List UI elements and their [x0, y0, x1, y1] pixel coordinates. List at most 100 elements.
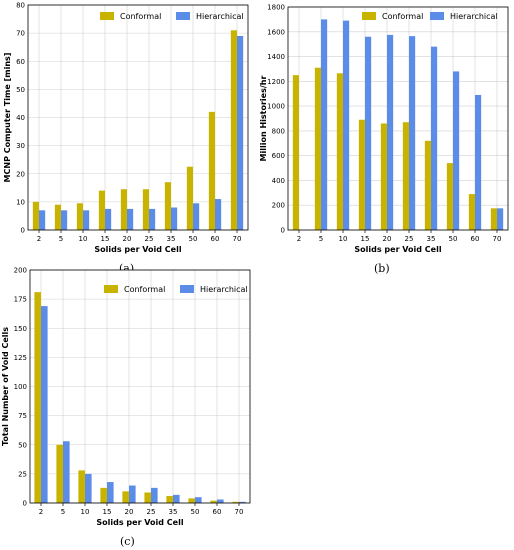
y-tick-label: 600 [272, 152, 285, 160]
bar-hierarchical-60 [215, 199, 222, 230]
y-tick-label: 0 [21, 227, 25, 235]
bar-conformal-15 [100, 487, 107, 503]
bar-conformal-10 [336, 73, 343, 231]
x-tick-label: 35 [169, 508, 178, 516]
bar-conformal-15 [358, 119, 365, 230]
y-tick-label: 150 [14, 325, 27, 333]
y-tick-label: 0 [281, 227, 285, 235]
x-tick-label: 50 [189, 235, 198, 243]
bar-hierarchical-5 [61, 210, 68, 230]
bar-hierarchical-10 [343, 20, 350, 230]
y-tick-label: 0 [23, 500, 27, 508]
bar-conformal-25 [402, 122, 409, 230]
bar-hierarchical-60 [217, 499, 224, 503]
x-tick-label: 2 [37, 235, 41, 243]
y-tick-label: 1800 [267, 4, 285, 12]
x-tick-label: 2 [297, 235, 301, 243]
x-tick-label: 60 [211, 235, 220, 243]
legend-swatch-hierarchical [180, 285, 194, 293]
y-tick-label: 50 [16, 86, 25, 94]
y-tick-label: 80 [16, 2, 25, 10]
bar-conformal-70 [232, 501, 239, 503]
bar-conformal-5 [314, 67, 321, 230]
bar-hierarchical-20 [129, 485, 136, 503]
x-tick-label: 5 [319, 235, 323, 243]
bar-conformal-35 [164, 182, 171, 230]
x-tick-label: 25 [405, 235, 414, 243]
y-tick-label: 1000 [267, 103, 285, 111]
bar-hierarchical-15 [105, 208, 112, 230]
bar-hierarchical-60 [475, 94, 482, 230]
bar-hierarchical-15 [365, 36, 372, 230]
y-tick-label: 50 [18, 441, 27, 449]
x-tick-label: 70 [233, 235, 242, 243]
x-tick-label: 25 [145, 235, 154, 243]
bar-hierarchical-35 [431, 46, 438, 231]
x-tick-label: 50 [191, 508, 200, 516]
caption-b: (b) [374, 262, 390, 275]
y-axis-label: Million Histories/hr [259, 76, 268, 162]
bar-conformal-2 [34, 292, 41, 503]
x-axis-label: Solids per Void Cell [96, 518, 183, 527]
y-axis-label: MCNP Computer Time [mins] [3, 53, 12, 183]
y-tick-label: 60 [16, 58, 25, 66]
y-tick-label: 1400 [267, 53, 285, 61]
x-tick-label: 60 [213, 508, 222, 516]
y-tick-label: 70 [16, 30, 25, 38]
bar-conformal-20 [120, 189, 127, 230]
bar-hierarchical-70 [237, 35, 244, 230]
x-axis-label: Solids per Void Cell [94, 245, 181, 254]
bar-conformal-50 [188, 498, 195, 503]
bar-conformal-25 [142, 189, 149, 230]
x-tick-label: 20 [383, 235, 392, 243]
x-tick-label: 15 [361, 235, 370, 243]
x-tick-label: 2 [39, 508, 43, 516]
bar-conformal-15 [98, 190, 105, 230]
bar-conformal-50 [446, 163, 453, 230]
x-tick-label: 70 [235, 508, 244, 516]
bar-conformal-25 [144, 492, 151, 503]
bar-hierarchical-25 [409, 36, 416, 230]
bar-conformal-20 [380, 123, 387, 230]
x-axis-label: Solids per Void Cell [354, 245, 441, 254]
x-tick-label: 15 [101, 235, 110, 243]
bar-conformal-70 [230, 30, 237, 230]
x-tick-label: 20 [125, 508, 134, 516]
bar-hierarchical-20 [127, 208, 134, 230]
bar-conformal-2 [32, 201, 39, 230]
bar-conformal-70 [490, 208, 497, 230]
legend-label-conformal: Conformal [120, 12, 161, 21]
legend-swatch-hierarchical [430, 12, 444, 20]
bar-hierarchical-25 [151, 487, 158, 503]
y-tick-label: 200 [272, 202, 285, 210]
x-tick-label: 70 [493, 235, 502, 243]
bar-hierarchical-25 [149, 208, 156, 230]
x-tick-label: 10 [79, 235, 88, 243]
y-axis-label: Total Number of Void Cells [1, 327, 10, 446]
bar-conformal-50 [186, 166, 193, 230]
bar-hierarchical-70 [239, 501, 246, 503]
bar-hierarchical-35 [173, 494, 180, 503]
bar-hierarchical-10 [85, 473, 92, 503]
x-tick-label: 5 [61, 508, 65, 516]
y-tick-label: 30 [16, 142, 25, 150]
x-tick-label: 5 [59, 235, 63, 243]
bar-hierarchical-2 [41, 306, 48, 503]
legend-label-hierarchical: Hierarchical [450, 12, 498, 21]
bar-conformal-2 [292, 75, 299, 230]
x-tick-label: 35 [167, 235, 176, 243]
legend-swatch-hierarchical [176, 12, 190, 20]
x-tick-label: 20 [123, 235, 132, 243]
legend-label-hierarchical: Hierarchical [196, 12, 244, 21]
y-tick-label: 175 [14, 296, 27, 304]
bar-hierarchical-50 [453, 71, 460, 230]
bar-conformal-60 [210, 500, 217, 503]
legend-swatch-conformal [100, 12, 114, 20]
y-tick-label: 10 [16, 198, 25, 206]
caption-c: (c) [120, 535, 135, 548]
y-tick-label: 1600 [267, 28, 285, 36]
y-tick-label: 125 [14, 354, 27, 362]
